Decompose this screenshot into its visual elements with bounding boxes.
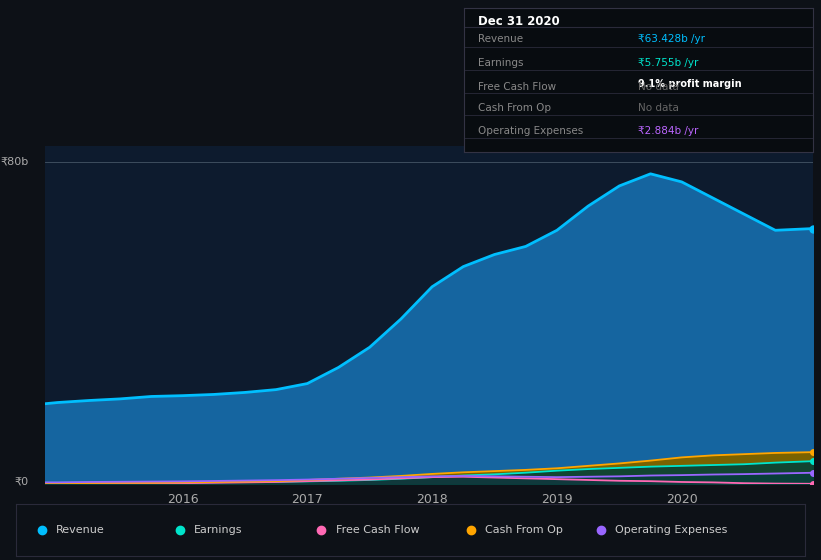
Text: Free Cash Flow: Free Cash Flow xyxy=(336,525,420,535)
Text: Dec 31 2020: Dec 31 2020 xyxy=(478,15,560,28)
Text: Operating Expenses: Operating Expenses xyxy=(616,525,727,535)
Text: Revenue: Revenue xyxy=(56,525,104,535)
Text: Revenue: Revenue xyxy=(478,34,523,44)
Text: ₹0: ₹0 xyxy=(15,477,29,487)
Text: ₹63.428b /yr: ₹63.428b /yr xyxy=(639,34,705,44)
Text: Operating Expenses: Operating Expenses xyxy=(478,127,583,136)
Text: Earnings: Earnings xyxy=(194,525,242,535)
Text: Free Cash Flow: Free Cash Flow xyxy=(478,82,556,91)
Text: ₹2.884b /yr: ₹2.884b /yr xyxy=(639,127,699,136)
Text: Earnings: Earnings xyxy=(478,58,523,68)
Text: 9.1% profit margin: 9.1% profit margin xyxy=(639,80,742,90)
Text: Cash From Op: Cash From Op xyxy=(478,103,551,113)
Text: Cash From Op: Cash From Op xyxy=(485,525,563,535)
Text: No data: No data xyxy=(639,103,679,113)
Text: No data: No data xyxy=(639,82,679,91)
Text: ₹5.755b /yr: ₹5.755b /yr xyxy=(639,58,699,68)
Text: ₹80b: ₹80b xyxy=(1,157,29,167)
